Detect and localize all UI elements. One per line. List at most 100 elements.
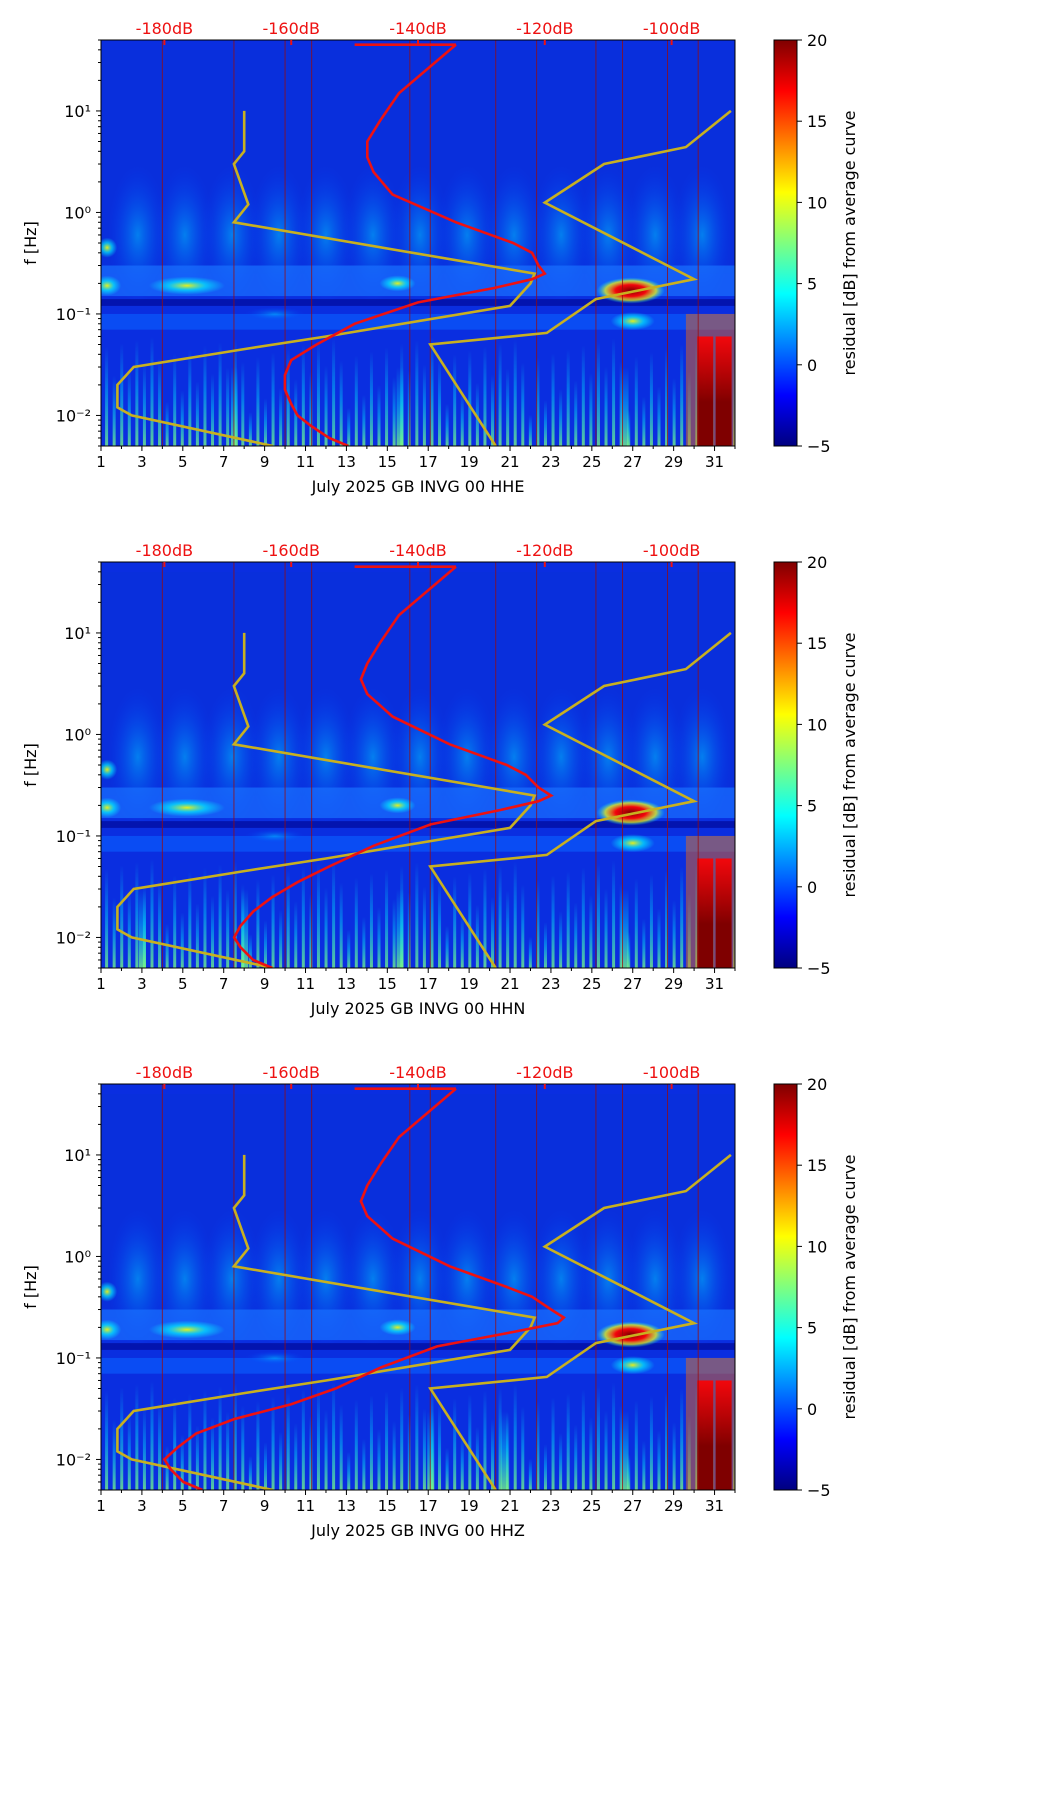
heatmap-streak [657,386,661,446]
colorbar-tick-label: −5 [807,959,831,978]
heatmap-streak [445,1447,449,1490]
heatmap-streak [445,925,449,968]
heatmap-streak [339,360,343,446]
heatmap-streak [173,875,177,968]
heatmap-streak [180,390,184,446]
heatmap-streak [271,874,275,968]
colorbar-tick-label: 15 [807,112,827,131]
x-tick-label: 9 [260,453,270,471]
average-psd-curve [283,43,547,446]
x-tick-label: 13 [337,975,356,993]
heatmap-streak [430,337,434,446]
heatmap-streak [521,362,525,446]
heatmap-streak [218,342,222,446]
y-tick-label: 10¹ [64,102,91,121]
heatmap-streak [581,1389,585,1490]
model-curve-left [116,632,537,968]
heatmap-streak [536,357,540,446]
heatmap-streak [445,403,449,446]
heatmap-streak [112,1419,116,1490]
heatmap-streak [105,1390,109,1490]
heatmap-streak [347,929,351,968]
top-axis-label: -100dB [643,541,700,560]
colorbar-tick-label: 5 [807,1319,817,1338]
x-tick-label: 29 [664,1497,683,1515]
x-axis-label: July 2025 GB INVG 00 HHE [311,477,525,496]
colorbar-label: residual [dB] from average curve [840,633,859,898]
heatmap-blob [244,828,305,843]
heatmap-streak [733,876,735,968]
heatmap-streak [150,858,154,968]
heatmap-streak [475,382,479,446]
plot-area [101,562,735,968]
y-tick-label: 10⁻² [56,928,91,947]
heatmap-streak [385,869,389,968]
heatmap-streak [211,895,215,968]
heatmap-streak [173,1397,177,1490]
heatmap-streak [347,407,351,446]
heatmap-streak [369,1395,373,1490]
heatmap-streak [672,1422,676,1490]
heatmap-streak [528,936,532,968]
x-tick-label: 23 [541,975,560,993]
x-tick-label: 13 [337,453,356,471]
heatmap-streak [559,1433,563,1490]
colorbar-tick-label: 5 [807,275,817,294]
x-tick-label: 29 [664,975,683,993]
heatmap-streak [271,352,275,446]
heatmap-streak [188,349,192,446]
heatmap-streak [158,358,162,446]
top-axis-label: -160dB [262,1063,319,1082]
heatmap-streak [672,378,676,446]
heatmap-streak [400,1387,404,1490]
colorbar: −5 0 5 10 15 20 residual [dB] from average cur… [773,31,859,456]
heatmap-streak [483,868,487,968]
heatmap-streak [627,410,631,446]
heatmap-streak [112,897,116,968]
heatmap-streak [665,347,669,446]
heatmap-streak [135,861,139,968]
heatmap-streak [672,900,676,968]
heatmap-streak [105,346,109,446]
x-tick-label: 5 [178,975,188,993]
plot-area [101,1084,735,1490]
heatmap-streak [566,1392,570,1490]
heatmap-streak [460,1435,464,1490]
model-curve-right [428,109,732,446]
heatmap-streak [604,1410,608,1490]
top-axis-label: -140dB [389,1063,446,1082]
heatmap-streak [536,1401,540,1490]
heatmap-hot-blob [596,799,665,826]
y-tick-label: 10¹ [64,624,91,643]
top-axis-label: -160dB [262,19,319,38]
x-tick-label: 9 [260,975,270,993]
heatmap-streak [680,344,684,446]
heatmap-streak [105,868,109,968]
heatmap-streak [362,916,366,968]
heatmap-streak [347,1451,351,1490]
x-tick-label: 29 [664,453,683,471]
heatmap-streak [158,880,162,968]
heatmap-streak [377,384,381,446]
heatmap-streak [460,391,464,446]
heatmap-bright-column [715,858,732,968]
heatmap-streak [316,341,320,446]
heatmap-streak [354,355,358,446]
heatmap-bright-column [621,367,629,446]
heatmap-streak [309,371,313,446]
heatmap-streak [430,859,434,968]
x-tick-label: 15 [378,975,397,993]
heatmap-streak [362,394,366,446]
colorbar: −5 0 5 10 15 20 residual [dB] from average cur… [773,1075,859,1500]
heatmap-streak [589,372,593,446]
heatmap-blob [379,797,416,814]
colorbar-label: residual [dB] from average curve [840,1155,859,1420]
heatmap-hot-blob [596,277,665,304]
heatmap-streak [627,1454,631,1490]
heatmap-streak [642,1440,646,1490]
x-tick-label: 11 [296,1497,315,1515]
heatmap-streak [332,1382,336,1490]
heatmap-streak [415,340,419,446]
